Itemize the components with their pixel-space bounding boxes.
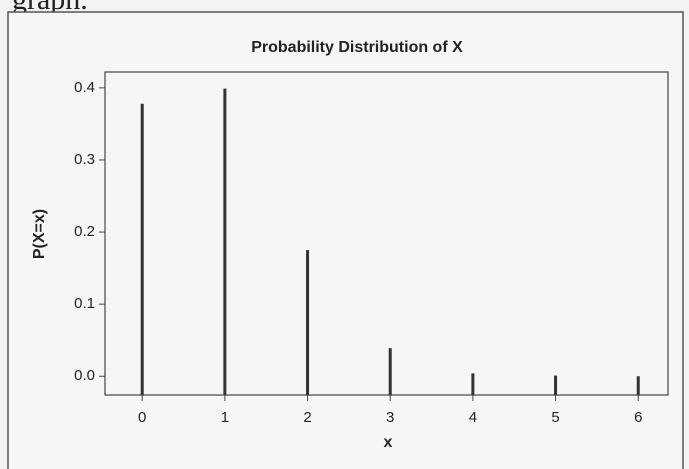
x-tick-label: 6 xyxy=(634,409,642,426)
y-tick-label: 0.4 xyxy=(74,79,95,96)
x-tick-label: 3 xyxy=(386,409,394,426)
y-tick-label: 0.1 xyxy=(74,295,95,312)
y-axis-label: P(X=x) xyxy=(31,209,48,259)
x-tick-label: 2 xyxy=(303,409,311,426)
y-tick-label: 0.3 xyxy=(74,151,95,168)
y-tick-label: 0.0 xyxy=(74,367,95,384)
plot-area xyxy=(104,71,669,396)
chart-title: Probability Distribution of X xyxy=(251,39,463,56)
y-tick-label: 0.2 xyxy=(74,223,95,240)
x-tick-label: 0 xyxy=(138,409,146,426)
x-tick-label: 4 xyxy=(469,409,477,426)
x-tick-label: 5 xyxy=(551,409,559,426)
chart-frame xyxy=(7,11,684,469)
x-tick-label: 1 xyxy=(221,409,229,426)
x-axis-label: x xyxy=(384,434,393,451)
